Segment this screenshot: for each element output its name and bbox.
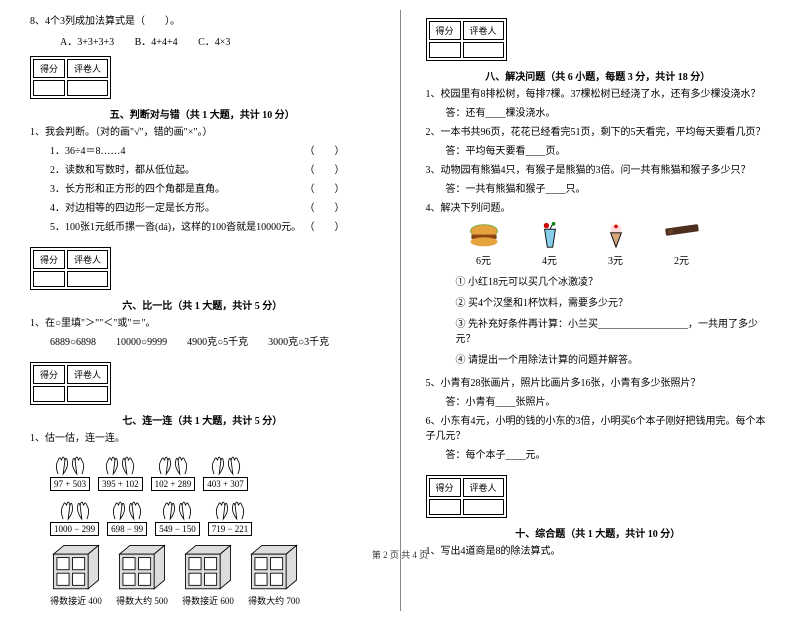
hands-icon — [103, 450, 137, 476]
q8-stem: 8、4个3列成加法算式是（ ）。 — [30, 14, 375, 29]
sec5-i5: 5．100张1元纸币摞一沓(dá)，这样的100沓就是10000元。（ ） — [30, 220, 375, 235]
hands-icon — [110, 495, 144, 521]
q8-optC: C．4×3 — [198, 37, 230, 48]
grader-label: 评卷人 — [67, 59, 108, 78]
sec8-q2: 2、一本书共96页，花花已经看完51页，剩下的5天看完，平均每天要看几页？ — [426, 125, 771, 140]
page-footer: 第 2 页 共 4 页 — [0, 548, 800, 561]
section-5-title: 五、判断对与错（共 1 大题，共计 10 分） — [30, 106, 375, 121]
score-box-10: 得分评卷人 — [426, 475, 507, 518]
sec7-stem: 1、估一估，连一连。 — [30, 431, 375, 446]
expr-box: 395 + 102 — [98, 477, 143, 491]
chocolate-icon — [664, 222, 700, 250]
sec5-i1: 1．36÷4＝8……4（ ） — [30, 144, 375, 159]
sec5-i2: 2．读数和写数时，都从低位起。（ ） — [30, 163, 375, 178]
sec8-a3: 答：一共有熊猫和猴子____只。 — [426, 182, 771, 197]
sec8-a1: 答：还有____棵没浇水。 — [426, 106, 771, 121]
sec8-q4: 4、解决下列问题。 — [426, 201, 771, 216]
drink-icon — [532, 222, 568, 250]
icecream-icon — [598, 222, 634, 250]
sec8-q5: 5、小青有28张画片，照片比画片多16张，小青有多少张照片？ — [426, 376, 771, 391]
price: 2元 — [664, 252, 700, 267]
left-column: 8、4个3列成加法算式是（ ）。 A．3+3+3+3 B．4+4+4 C．4×3… — [30, 10, 375, 611]
hands-icon — [209, 450, 243, 476]
hands-icon — [156, 450, 190, 476]
sec8-a6: 答：每个本子____元。 — [426, 448, 771, 463]
sec5-stem: 1、我会判断。（对的画"√"，错的画"×"。） — [30, 125, 375, 140]
price: 3元 — [598, 252, 634, 267]
section-10-title: 十、综合题（共 1 大题，共计 10 分） — [426, 525, 771, 540]
sec6-stem: 1、在○里填"＞""＜"或"＝"。 — [30, 316, 375, 331]
cabinet-label: 得数大约 700 — [248, 594, 300, 607]
burger-icon — [466, 222, 502, 250]
sec8-s2: ② 买4个汉堡和1杯饮料，需要多少元？ — [456, 294, 771, 309]
score-label: 得分 — [33, 59, 65, 78]
sec8-q3: 3、动物园有熊猫4只，有猴子是熊猫的3倍。问一共有熊猫和猴子多少只？ — [426, 163, 771, 178]
sec8-s3: ③ 先补充好条件再计算：小兰买__________________，一共用了多少… — [456, 315, 771, 345]
sec5-i4: 4．对边相等的四边形一定是长方形。（ ） — [30, 201, 375, 216]
q8-options: A．3+3+3+3 B．4+4+4 C．4×3 — [30, 33, 375, 48]
score-box-8: 得分评卷人 — [426, 18, 507, 61]
sec5-i3: 3．长方形和正方形的四个角都是直角。（ ） — [30, 182, 375, 197]
expr-box: 97 + 503 — [50, 477, 90, 491]
hands-icon — [53, 450, 87, 476]
cabinet-label: 得数接近 600 — [182, 594, 234, 607]
q8-optB: B．4+4+4 — [135, 37, 178, 48]
sec8-s4: ④ 请提出一个用除法计算的问题并解答。 — [456, 351, 771, 366]
hands-row-1: 97 + 503 395 + 102 102 + 289 403 + 307 — [50, 450, 375, 491]
hands-row-2: 1000 − 299 698 − 99 549 − 150 719 − 221 — [50, 495, 375, 536]
score-box-5: 得分 评卷人 — [30, 56, 111, 99]
cabinet-label: 得数接近 400 — [50, 594, 102, 607]
column-divider — [400, 10, 401, 611]
hands-icon — [160, 495, 194, 521]
price: 6元 — [466, 252, 502, 267]
expr-box: 403 + 307 — [203, 477, 248, 491]
section-7-title: 七、连一连（共 1 大题，共计 5 分） — [30, 412, 375, 427]
expr-box: 719 − 221 — [208, 522, 253, 536]
price: 4元 — [532, 252, 568, 267]
expr-box: 102 + 289 — [151, 477, 196, 491]
score-box-7: 得分评卷人 — [30, 362, 111, 405]
cabinet-label: 得数大约 500 — [116, 594, 168, 607]
right-column: 得分评卷人 八、解决问题（共 6 小题，每题 3 分，共计 18 分） 1、校园… — [426, 10, 771, 611]
hands-icon — [213, 495, 247, 521]
q8-optA: A．3+3+3+3 — [60, 37, 114, 48]
sec8-a5: 答：小青有____张照片。 — [426, 395, 771, 410]
section-8-title: 八、解决问题（共 6 小题，每题 3 分，共计 18 分） — [426, 68, 771, 83]
section-6-title: 六、比一比（共 1 大题，共计 5 分） — [30, 297, 375, 312]
score-box-6: 得分评卷人 — [30, 247, 111, 290]
sec6-row: 6889○6898 10000○9999 4900克○5千克 3000克○3千克 — [30, 335, 375, 350]
sec8-q6: 6、小东有4元，小明的钱的小东的3倍，小明买6个本子刚好把钱用完。每个本子几元？ — [426, 414, 771, 444]
expr-box: 1000 − 299 — [50, 522, 99, 536]
hands-icon — [58, 495, 92, 521]
expr-box: 549 − 150 — [155, 522, 200, 536]
food-row: 6元 4元 3元 2元 — [466, 222, 771, 267]
expr-box: 698 − 99 — [107, 522, 147, 536]
sec8-a2: 答：平均每天要看____页。 — [426, 144, 771, 159]
sec8-q1: 1、校园里有8排松树，每排7棵。37棵松树已经浇了水，还有多少棵没浇水？ — [426, 87, 771, 102]
sec8-s1: ① 小红18元可以买几个冰激凌？ — [456, 273, 771, 288]
